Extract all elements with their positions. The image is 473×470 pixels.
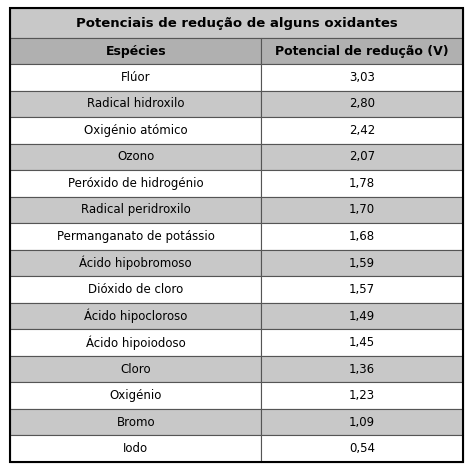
Text: 1,68: 1,68 — [349, 230, 375, 243]
Text: Espécies: Espécies — [105, 45, 166, 57]
Bar — [10, 436, 262, 462]
Bar — [10, 250, 262, 276]
Bar — [262, 223, 463, 250]
Bar — [262, 303, 463, 329]
Text: Radical hidroxilo: Radical hidroxilo — [87, 97, 184, 110]
Bar — [10, 170, 262, 196]
Text: Iodo: Iodo — [123, 442, 148, 455]
Text: 1,70: 1,70 — [349, 204, 375, 216]
Bar — [262, 144, 463, 170]
Bar — [10, 383, 262, 409]
Text: Flúor: Flúor — [121, 71, 150, 84]
Text: 2,42: 2,42 — [349, 124, 376, 137]
Bar — [10, 38, 262, 64]
Bar — [262, 329, 463, 356]
Bar — [10, 329, 262, 356]
Text: 2,80: 2,80 — [349, 97, 375, 110]
Text: Ácido hipoiodoso: Ácido hipoiodoso — [86, 336, 185, 350]
Text: 1,23: 1,23 — [349, 389, 375, 402]
Text: Bromo: Bromo — [116, 415, 155, 429]
Text: Permanganato de potássio: Permanganato de potássio — [57, 230, 215, 243]
Bar — [262, 356, 463, 383]
Bar — [10, 64, 262, 91]
Bar — [262, 436, 463, 462]
Bar — [10, 8, 463, 38]
Text: 1,09: 1,09 — [349, 415, 375, 429]
Text: 1,36: 1,36 — [349, 363, 375, 376]
Text: Radical peridroxilo: Radical peridroxilo — [81, 204, 191, 216]
Text: 1,45: 1,45 — [349, 336, 375, 349]
Text: Oxigénio atómico: Oxigénio atómico — [84, 124, 187, 137]
Bar — [262, 250, 463, 276]
Text: 0,54: 0,54 — [349, 442, 375, 455]
Text: Ozono: Ozono — [117, 150, 154, 164]
Text: Dióxido de cloro: Dióxido de cloro — [88, 283, 184, 296]
Bar — [262, 170, 463, 196]
Text: 1,49: 1,49 — [349, 310, 376, 322]
Text: Potencial de redução (V): Potencial de redução (V) — [275, 45, 449, 57]
Text: 3,03: 3,03 — [349, 71, 375, 84]
Text: 1,57: 1,57 — [349, 283, 375, 296]
Bar — [262, 64, 463, 91]
Bar — [10, 356, 262, 383]
Text: Cloro: Cloro — [121, 363, 151, 376]
Text: Ácido hipobromoso: Ácido hipobromoso — [79, 256, 192, 270]
Bar — [262, 38, 463, 64]
Bar — [10, 144, 262, 170]
Bar — [10, 196, 262, 223]
Text: Peróxido de hidrogénio: Peróxido de hidrogénio — [68, 177, 203, 190]
Text: Potenciais de redução de alguns oxidantes: Potenciais de redução de alguns oxidante… — [76, 16, 397, 30]
Text: Oxigénio: Oxigénio — [110, 389, 162, 402]
Bar — [262, 91, 463, 117]
Bar — [262, 409, 463, 436]
Bar — [10, 276, 262, 303]
Text: 1,59: 1,59 — [349, 257, 375, 269]
Bar — [10, 409, 262, 436]
Text: 1,78: 1,78 — [349, 177, 375, 190]
Text: Ácido hipocloroso: Ácido hipocloroso — [84, 309, 187, 323]
Bar — [10, 91, 262, 117]
Bar — [10, 303, 262, 329]
Bar — [262, 383, 463, 409]
Bar — [262, 276, 463, 303]
Bar — [262, 117, 463, 144]
Text: 2,07: 2,07 — [349, 150, 375, 164]
Bar — [262, 196, 463, 223]
Bar — [10, 223, 262, 250]
Bar — [10, 117, 262, 144]
